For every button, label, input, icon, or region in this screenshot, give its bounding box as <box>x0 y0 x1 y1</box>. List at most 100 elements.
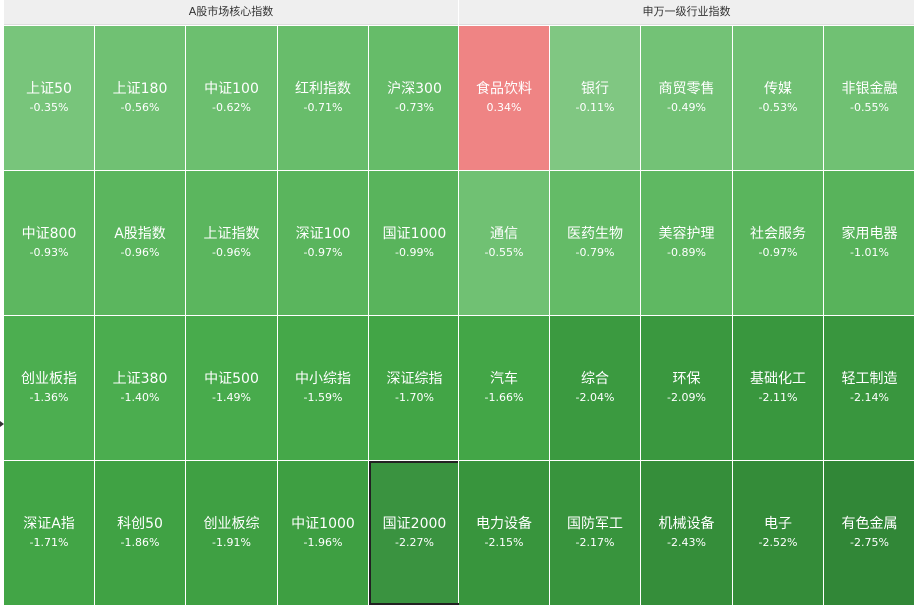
heatmap-tile[interactable]: 商贸零售 -0.49% <box>641 26 732 170</box>
tile-name: 深证100 <box>295 226 351 242</box>
tile-change: -2.17% <box>575 536 615 549</box>
tile-change: -0.96% <box>212 246 251 259</box>
tile-name: 汽车 <box>490 371 518 387</box>
heatmap-tile[interactable]: 综合 -2.04% <box>550 316 640 460</box>
tile-change: -0.56% <box>120 101 160 114</box>
tile-name: 医药生物 <box>567 226 623 242</box>
heatmap-tile[interactable]: 中证100 -0.62% <box>186 26 277 170</box>
heatmap-tile[interactable]: 汽车 -1.66% <box>459 316 549 460</box>
heatmap-tile[interactable]: 传媒 -0.53% <box>733 26 823 170</box>
tile-change: -0.35% <box>29 101 69 114</box>
tile-name: 沪深300 <box>387 81 442 97</box>
tile-change: -1.66% <box>484 391 524 404</box>
tile-name: 国防军工 <box>567 516 623 532</box>
tile-name: 国证1000 <box>382 226 447 242</box>
tile-name: 创业板综 <box>203 516 260 532</box>
tile-change: -1.40% <box>120 391 160 404</box>
tile-change: -0.93% <box>29 246 69 259</box>
heatmap-tile[interactable]: 深证综指 -1.70% <box>369 316 460 460</box>
industry-index-panel: 申万一级行业指数 食品饮料 0.34% 银行 -0.11% 商贸零售 -0.49% 传媒 -0… <box>459 0 914 605</box>
heatmap-tile[interactable]: 中证800 -0.93% <box>4 171 94 315</box>
heatmap-tile[interactable]: 电子 -2.52% <box>733 461 823 605</box>
tile-change: -2.09% <box>667 391 706 404</box>
tile-change: -0.55% <box>484 246 524 259</box>
heatmap-tile[interactable]: 红利指数 -0.71% <box>278 26 368 170</box>
tile-change: -0.53% <box>758 101 798 114</box>
tile-change: -0.89% <box>667 246 706 259</box>
heatmap-tile[interactable]: 深证A指 -1.71% <box>4 461 94 605</box>
tile-name: 上证180 <box>112 81 168 97</box>
heatmap-tile[interactable]: 电力设备 -2.15% <box>459 461 549 605</box>
tile-change: -1.36% <box>29 391 69 404</box>
tile-name: 综合 <box>581 371 609 387</box>
heatmap-tile[interactable]: 通信 -0.55% <box>459 171 549 315</box>
core-index-panel: A股市场核心指数 上证50 -0.35% 上证180 -0.56% 中证100 -0.62… <box>4 0 460 605</box>
tile-name: 红利指数 <box>295 81 351 97</box>
edge-arrow-icon <box>0 421 4 427</box>
tile-change: -0.71% <box>303 101 343 114</box>
tile-name: 上证380 <box>112 371 168 387</box>
heatmap-tile[interactable]: 上证50 -0.35% <box>4 26 94 170</box>
heatmap-tile[interactable]: 科创50 -1.86% <box>95 461 185 605</box>
heatmap-tile[interactable]: 医药生物 -0.79% <box>550 171 640 315</box>
tile-name: 中证500 <box>204 371 259 387</box>
heatmap-tile[interactable]: 沪深300 -0.73% <box>369 26 460 170</box>
tile-change: -0.55% <box>850 101 889 114</box>
heatmap-tile[interactable]: 有色金属 -2.75% <box>824 461 914 605</box>
heatmap-tile[interactable]: 中证500 -1.49% <box>186 316 277 460</box>
heatmap-tile[interactable]: 中小综指 -1.59% <box>278 316 368 460</box>
heatmap-tile[interactable]: A股指数 -0.96% <box>95 171 185 315</box>
tile-change: -2.15% <box>484 536 524 549</box>
tile-change: -1.71% <box>29 536 69 549</box>
core-index-heatmap: 上证50 -0.35% 上证180 -0.56% 中证100 -0.62% 红利指数 -0.7… <box>4 26 460 605</box>
tile-change: -0.11% <box>575 101 615 114</box>
tile-change: -1.70% <box>395 391 434 404</box>
tile-name: 基础化工 <box>750 371 806 387</box>
tile-name: 深证A指 <box>23 516 75 532</box>
heatmap-tile[interactable]: 国证2000 -2.27% <box>369 461 460 605</box>
tile-change: -2.27% <box>395 536 434 549</box>
heatmap-tile[interactable]: 机械设备 -2.43% <box>641 461 732 605</box>
tile-name: 食品饮料 <box>476 81 532 97</box>
industry-index-heatmap: 食品饮料 0.34% 银行 -0.11% 商贸零售 -0.49% 传媒 -0.53% 非银金融 -… <box>459 26 914 605</box>
tile-change: -2.43% <box>667 536 706 549</box>
heatmap-tile[interactable]: 深证100 -0.97% <box>278 171 368 315</box>
tile-name: 电子 <box>764 516 792 532</box>
tile-change: -1.01% <box>850 246 889 259</box>
heatmap-tile[interactable]: 环保 -2.09% <box>641 316 732 460</box>
tile-change: -0.96% <box>120 246 160 259</box>
heatmap-tile[interactable]: 轻工制造 -2.14% <box>824 316 914 460</box>
heatmap-tile[interactable]: 创业板综 -1.91% <box>186 461 277 605</box>
tile-name: 中证1000 <box>291 516 355 532</box>
heatmap-tile[interactable]: 创业板指 -1.36% <box>4 316 94 460</box>
heatmap-tile[interactable]: 食品饮料 0.34% <box>459 26 549 170</box>
tile-name: 中小综指 <box>295 371 351 387</box>
heatmap-tile[interactable]: 银行 -0.11% <box>550 26 640 170</box>
heatmap-tile[interactable]: 上证指数 -0.96% <box>186 171 277 315</box>
tile-change: -0.49% <box>667 101 706 114</box>
tile-change: -1.91% <box>212 536 251 549</box>
tile-name: 电力设备 <box>476 516 532 532</box>
core-index-panel-title: A股市场核心指数 <box>4 0 458 25</box>
tile-change: 0.34% <box>486 101 522 114</box>
tile-change: -0.97% <box>303 246 343 259</box>
heatmap-tile[interactable]: 家用电器 -1.01% <box>824 171 914 315</box>
tile-name: 科创50 <box>117 516 163 532</box>
tile-name: A股指数 <box>114 226 166 242</box>
tile-change: -1.86% <box>120 536 160 549</box>
tile-name: 创业板指 <box>21 371 77 387</box>
tile-name: 传媒 <box>764 81 792 97</box>
tile-name: 深证综指 <box>386 371 443 387</box>
heatmap-tile[interactable]: 非银金融 -0.55% <box>824 26 914 170</box>
heatmap-tile[interactable]: 社会服务 -0.97% <box>733 171 823 315</box>
tile-name: 银行 <box>581 81 609 97</box>
heatmap-tile[interactable]: 中证1000 -1.96% <box>278 461 368 605</box>
industry-index-panel-title: 申万一级行业指数 <box>459 0 914 25</box>
heatmap-tile[interactable]: 国防军工 -2.17% <box>550 461 640 605</box>
heatmap-tile[interactable]: 国证1000 -0.99% <box>369 171 460 315</box>
heatmap-tile[interactable]: 美容护理 -0.89% <box>641 171 732 315</box>
heatmap-tile[interactable]: 上证180 -0.56% <box>95 26 185 170</box>
heatmap-tile[interactable]: 上证380 -1.40% <box>95 316 185 460</box>
heatmap-tile[interactable]: 基础化工 -2.11% <box>733 316 823 460</box>
tile-name: 机械设备 <box>658 516 715 532</box>
